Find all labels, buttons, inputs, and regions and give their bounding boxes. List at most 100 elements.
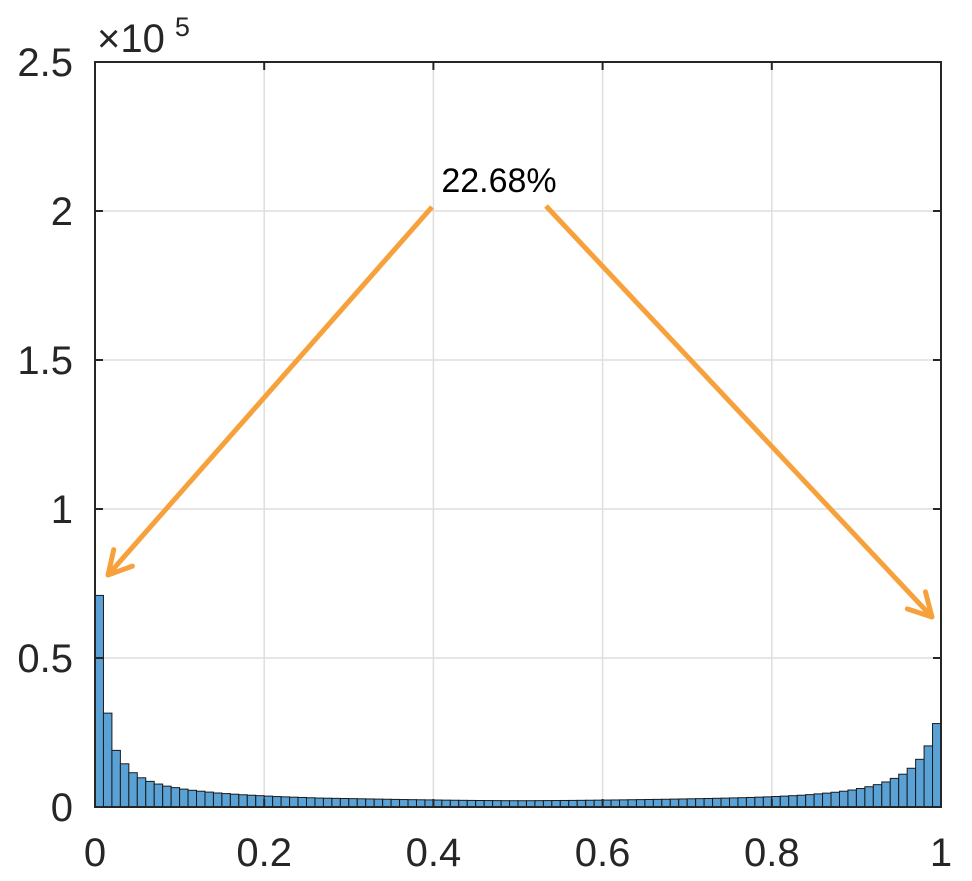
- histogram-bar: [864, 786, 874, 808]
- histogram-bar: [153, 783, 164, 808]
- histogram-bar: [737, 797, 747, 808]
- histogram-bar: [272, 796, 282, 808]
- histogram-bar: [221, 793, 231, 808]
- x-tick-label: 1: [930, 831, 952, 875]
- x-tick-label: 0.6: [575, 831, 631, 875]
- histogram-bar: [111, 749, 121, 808]
- histogram-bar: [424, 799, 434, 808]
- histogram-bar: [306, 797, 316, 808]
- histogram-bar: [644, 798, 654, 808]
- annotation-arrowhead-right: [904, 589, 935, 620]
- histogram-bar: [382, 798, 392, 808]
- histogram-bar: [280, 796, 291, 808]
- histogram-bar: [229, 793, 240, 808]
- histogram-bar: [162, 785, 172, 808]
- histogram-bar: [678, 798, 688, 808]
- histogram-bar: [204, 791, 214, 808]
- histogram-bar: [407, 799, 417, 808]
- histogram-bar: [145, 780, 155, 808]
- y-tick-label: 0: [51, 786, 73, 830]
- y-tick-label: 2: [51, 190, 73, 234]
- histogram-bar: [179, 788, 189, 808]
- histogram-bar: [661, 798, 671, 808]
- y-exponent-label: ×10 5: [97, 12, 190, 61]
- histogram-bar: [712, 797, 722, 808]
- annotation: 22.68%: [105, 162, 935, 620]
- histogram-bar: [762, 796, 773, 808]
- histogram-bar: [822, 792, 832, 808]
- histogram-bar: [196, 790, 206, 808]
- tick-marks: [94, 61, 942, 808]
- histogram-bar: [602, 799, 612, 808]
- axes-box: [94, 61, 942, 808]
- annotation-arrow-left: [106, 205, 434, 577]
- histogram-bar: [669, 798, 680, 808]
- histogram-bar: [458, 799, 468, 808]
- histogram-bar: [128, 772, 138, 808]
- histogram-bar: [415, 799, 426, 808]
- histogram-bar: [373, 798, 384, 808]
- histogram-bar: [652, 798, 663, 808]
- histogram-bar: [187, 789, 198, 808]
- annotation-text: 22.68%: [441, 162, 556, 200]
- y-tick-label: 2.5: [17, 41, 73, 85]
- histogram-bar: [339, 798, 350, 808]
- histogram-bar: [830, 791, 840, 808]
- histogram-bar: [297, 796, 308, 808]
- histogram-bar: [289, 796, 299, 808]
- histogram-bar: [432, 799, 443, 808]
- y-tick-label: 1: [51, 488, 73, 532]
- histogram-bar: [805, 794, 815, 808]
- histogram-bar: [593, 799, 604, 808]
- histogram-bar: [170, 787, 181, 808]
- histogram-bar: [923, 745, 934, 808]
- histogram-bar: [331, 797, 341, 808]
- histogram-bar: [627, 799, 637, 808]
- histogram-bar: [238, 794, 248, 808]
- histogram-bar: [119, 763, 130, 808]
- histogram-bar: [906, 767, 917, 808]
- histogram-bar: [585, 799, 595, 808]
- histogram-bar: [635, 799, 646, 808]
- histogram-bar: [399, 799, 409, 808]
- histogram-bar: [576, 799, 587, 808]
- histogram-bar: [102, 712, 113, 808]
- histogram-bar: [745, 796, 756, 808]
- histogram-bar: [314, 797, 324, 808]
- x-tick-label: 0: [84, 831, 106, 875]
- histogram-bar: [855, 788, 866, 808]
- histogram-bar: [94, 594, 104, 808]
- annotation-arrow-right: [544, 204, 934, 619]
- histogram-bar: [796, 794, 807, 808]
- histogram-bar: [619, 799, 629, 808]
- histogram-bar: [365, 798, 375, 808]
- histogram-bar: [838, 790, 849, 808]
- grid-lines: [95, 62, 941, 807]
- histogram-bar: [771, 796, 781, 808]
- x-tick-label: 0.2: [236, 831, 292, 875]
- histogram-bar: [720, 797, 730, 808]
- histogram-bar: [813, 793, 824, 808]
- y-tick-label: 1.5: [17, 339, 73, 383]
- y-tick-labels: 0 0.5 1 1.5 2 2.5: [17, 41, 73, 830]
- histogram-bar: [263, 795, 274, 808]
- histogram-bar: [788, 795, 798, 808]
- histogram-bar: [322, 797, 333, 808]
- histogram-bar: [255, 795, 265, 808]
- histogram-bar: [915, 758, 925, 808]
- histogram-bar: [872, 784, 883, 808]
- histogram-bar: [779, 795, 790, 808]
- histogram-bar: [898, 773, 908, 808]
- histogram-bar: [847, 789, 857, 808]
- histogram-bar: [390, 798, 401, 808]
- histogram-bar: [441, 799, 451, 808]
- histogram-bar: [348, 798, 358, 808]
- histogram-bar: [686, 798, 697, 808]
- y-tick-label: 0.5: [17, 637, 73, 681]
- histogram-bar: [356, 798, 367, 808]
- histogram-bar: [703, 797, 714, 808]
- annotation-arrowhead-left: [105, 547, 135, 578]
- histogram-bar: [881, 781, 891, 808]
